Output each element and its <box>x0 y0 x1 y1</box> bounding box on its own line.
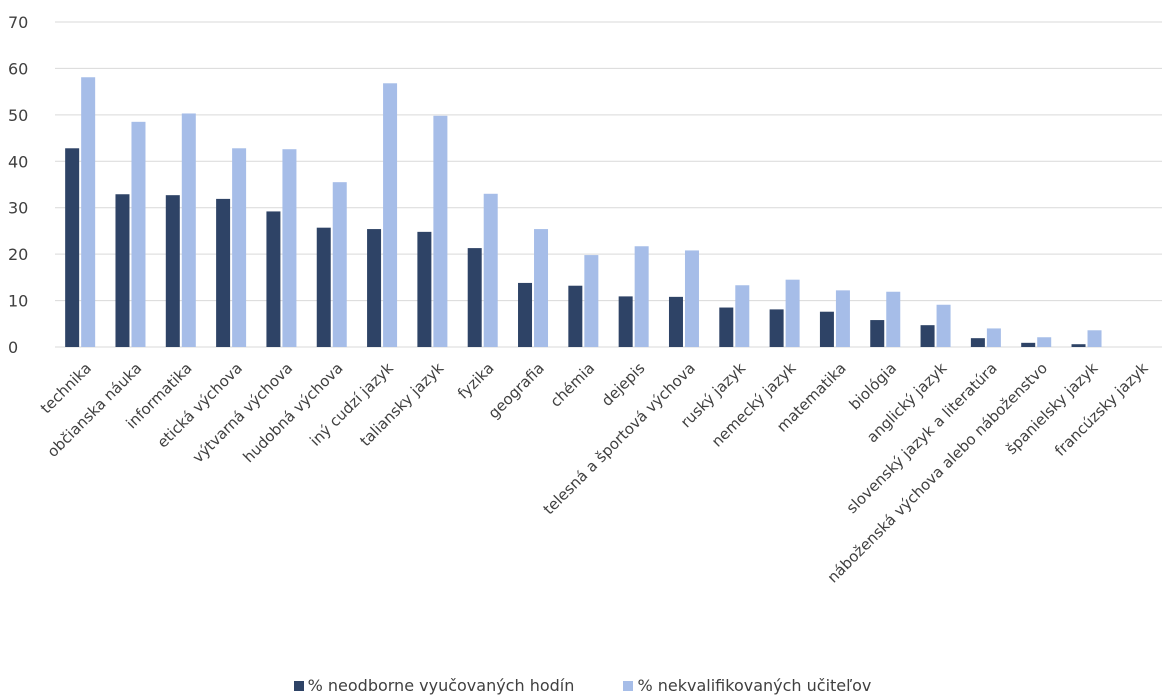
y-axis-ticks: 0 10 20 30 40 50 60 70 <box>8 13 28 357</box>
bar-series-2 <box>886 291 901 347</box>
bar-series-1 <box>518 282 533 347</box>
bar-series-1 <box>65 148 80 347</box>
bar-series-2 <box>584 255 599 347</box>
bar-series-2 <box>1037 337 1052 347</box>
x-tick-label: občianska náuka <box>44 359 146 461</box>
bar-series-2 <box>383 83 398 348</box>
bar-series-2 <box>483 193 498 347</box>
bars <box>65 77 1102 348</box>
legend-swatch-series-1 <box>293 681 304 691</box>
bar-series-1 <box>316 227 331 347</box>
bar-series-2 <box>131 121 146 347</box>
bar-series-1 <box>568 285 583 347</box>
bar-series-1 <box>618 296 633 347</box>
legend: % neodborne vyučovaných hodín % nekvalif… <box>0 676 1165 695</box>
bar-series-1 <box>870 320 885 347</box>
bar-series-1 <box>769 309 784 347</box>
bar-series-2 <box>1087 330 1102 347</box>
x-tick-label: francúzsky jazyk <box>1051 359 1152 460</box>
legend-swatch-series-2 <box>623 681 634 691</box>
y-tick-label: 40 <box>8 152 28 171</box>
legend-item-series-2: % nekvalifikovaných učiteľov <box>623 676 871 695</box>
y-tick-label: 0 <box>8 338 18 357</box>
bar-series-2 <box>785 279 800 347</box>
bar-series-2 <box>433 115 448 348</box>
bar-series-2 <box>986 328 1001 347</box>
y-tick-label: 20 <box>8 245 28 264</box>
y-tick-label: 50 <box>8 106 28 125</box>
bar-series-2 <box>534 229 549 347</box>
bar-series-1 <box>417 231 432 347</box>
legend-label-series-1: % neodborne vyučovaných hodín <box>307 676 575 695</box>
y-tick-label: 30 <box>8 199 28 218</box>
bar-series-1 <box>668 296 683 347</box>
y-tick-label: 10 <box>8 292 28 311</box>
bar-series-1 <box>165 195 180 347</box>
bar-series-1 <box>467 248 482 347</box>
x-tick-label: fyzika <box>454 359 498 403</box>
x-tick-label: španielsky jazyk <box>1002 359 1101 458</box>
bar-series-2 <box>332 182 347 347</box>
bar-series-2 <box>735 285 750 347</box>
legend-item-series-1: % neodborne vyučovaných hodín <box>293 676 575 695</box>
bar-series-1 <box>719 307 734 347</box>
y-tick-label: 60 <box>8 59 28 78</box>
bar-series-2 <box>81 77 96 347</box>
bar-series-2 <box>684 250 699 347</box>
bar-series-1 <box>819 311 834 347</box>
bar-series-1 <box>1071 344 1086 347</box>
bar-series-1 <box>367 229 382 347</box>
bar-series-2 <box>181 113 196 347</box>
bar-series-1 <box>266 211 281 347</box>
x-tick-label: etická výchova <box>154 359 246 451</box>
y-tick-label: 70 <box>8 13 28 32</box>
bar-series-1 <box>1021 342 1036 347</box>
bar-series-2 <box>634 246 649 347</box>
bar-series-2 <box>835 290 850 347</box>
legend-label-series-2: % nekvalifikovaných učiteľov <box>637 676 872 695</box>
bar-series-2 <box>282 149 297 347</box>
bar-series-2 <box>232 148 247 347</box>
bar-series-2 <box>936 304 951 347</box>
bar-series-1 <box>920 325 935 347</box>
bar-series-1 <box>115 194 130 347</box>
bar-series-1 <box>970 338 985 347</box>
x-tick-label: dejepis <box>598 359 649 410</box>
x-tick-label: chémia <box>547 359 599 411</box>
bar-series-1 <box>216 198 231 347</box>
